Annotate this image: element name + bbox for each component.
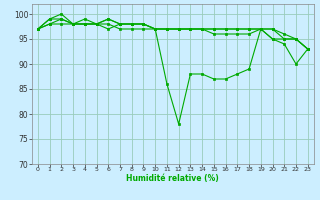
X-axis label: Humidité relative (%): Humidité relative (%)	[126, 174, 219, 183]
